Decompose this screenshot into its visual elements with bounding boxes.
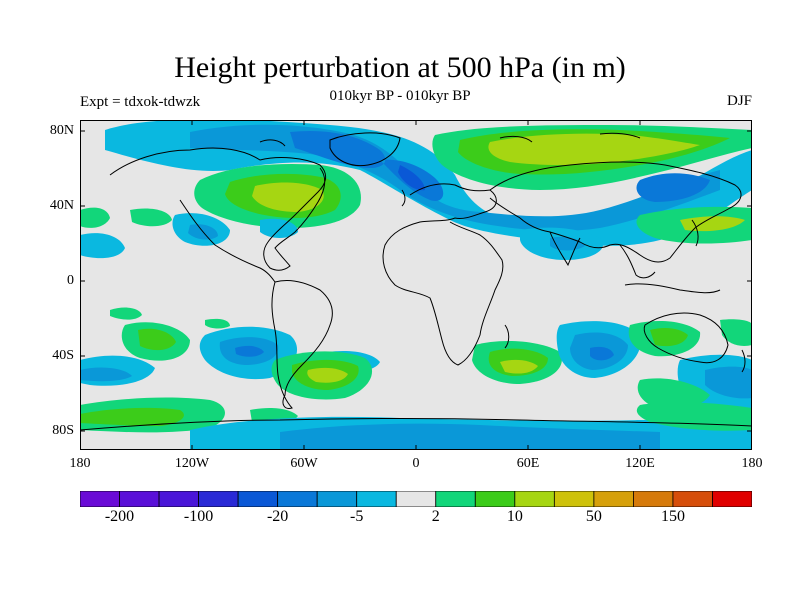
colorbar-label: -100 bbox=[183, 508, 214, 525]
contour-neg-antarctic-core bbox=[280, 423, 660, 450]
colorbar-swatch bbox=[514, 491, 555, 507]
colorbar-swatch bbox=[80, 491, 120, 507]
contour-neg-sh-2-deep bbox=[590, 346, 614, 361]
contour-pos-sh-3-core bbox=[500, 359, 538, 374]
contour-pos-pacific-e bbox=[80, 207, 172, 228]
contour-pos-sh-4 bbox=[628, 320, 710, 409]
contour-neg-sh-1-deep bbox=[235, 345, 264, 357]
contour-neg-sh-1-core bbox=[80, 337, 279, 382]
lon-label-60e: 60E bbox=[516, 456, 540, 471]
lon-label-0: 0 bbox=[412, 456, 420, 471]
contour-pos-polar bbox=[636, 402, 752, 431]
lat-label-80n: 80N bbox=[49, 123, 74, 138]
coast-greenland bbox=[329, 132, 401, 167]
lon-label-180e: 180 bbox=[741, 456, 763, 471]
contour-pos-sh-4-core bbox=[650, 327, 688, 347]
lon-label-120w: 120W bbox=[174, 456, 210, 471]
colorbar-swatch bbox=[395, 491, 437, 507]
lat-label-40s: 40S bbox=[52, 348, 74, 363]
contour-pos-antarctic-core bbox=[80, 407, 184, 426]
coast-new-zealand bbox=[741, 349, 746, 373]
coast-antarctica bbox=[80, 418, 752, 431]
coastlines bbox=[80, 132, 752, 431]
colorbar-swatch bbox=[356, 491, 397, 507]
colorbar-swatch bbox=[633, 491, 674, 507]
plot-title: Height perturbation at 500 hPa (in m) bbox=[174, 51, 626, 84]
colorbar-label: -20 bbox=[266, 508, 289, 525]
lat-label-0: 0 bbox=[67, 273, 74, 288]
contour-neg-tropics bbox=[80, 213, 604, 260]
colorbar-swatch bbox=[198, 491, 239, 507]
coast-south-america bbox=[271, 279, 333, 409]
lat-label-40n: 40N bbox=[49, 198, 74, 213]
coast-india bbox=[549, 231, 581, 267]
contour-pos-sh-1-core bbox=[138, 328, 176, 351]
colorbar-swatch bbox=[553, 491, 595, 507]
coast-australia bbox=[643, 312, 729, 364]
contour-pos-sh-pac bbox=[720, 319, 752, 346]
coast-central-america bbox=[179, 199, 276, 283]
colorbar-label: 10 bbox=[506, 508, 523, 525]
height-perturbation-map bbox=[80, 120, 752, 450]
season-label: DJF bbox=[726, 93, 752, 109]
colorbar-swatch bbox=[435, 491, 476, 507]
colorbar-swatch bbox=[712, 491, 752, 507]
colorbar-label: -5 bbox=[350, 508, 364, 525]
colorbar-swatch bbox=[119, 491, 160, 507]
experiment-label: Expt = tdxok-tdwzk bbox=[80, 94, 201, 110]
lat-label-80s: 80S bbox=[52, 423, 74, 438]
colorbar-swatch bbox=[474, 491, 516, 507]
coast-indonesia bbox=[624, 283, 721, 294]
colorbar-swatch bbox=[158, 491, 199, 507]
lon-label-60w: 60W bbox=[290, 456, 318, 471]
contour-neg-sh-2-core bbox=[570, 332, 752, 399]
colorbar-swatch bbox=[316, 491, 358, 507]
coast-japan bbox=[691, 219, 699, 247]
contour-neg-north-deep bbox=[290, 130, 710, 202]
colorbar-label: 2 bbox=[431, 508, 440, 525]
colorbar-label: 150 bbox=[660, 508, 685, 525]
coast-arctic-islands bbox=[259, 132, 641, 147]
colorbar-label: -200 bbox=[104, 508, 135, 525]
colorbar-swatch bbox=[277, 491, 318, 507]
colorbar-swatch bbox=[237, 491, 279, 507]
coast-uk bbox=[401, 189, 406, 207]
colorbar-swatch bbox=[672, 491, 713, 507]
coast-southeast-asia bbox=[619, 244, 656, 279]
lon-label-180w: 180 bbox=[69, 456, 91, 471]
contour-pos-eurasia-core bbox=[488, 133, 700, 165]
contour-pos-sh-1 bbox=[110, 307, 230, 361]
coast-north-america bbox=[109, 147, 327, 271]
tick-marks bbox=[80, 120, 752, 450]
contour-pos-sh-2-core bbox=[307, 367, 348, 383]
colorbar-label: 50 bbox=[585, 508, 602, 525]
lon-label-120e: 120E bbox=[625, 456, 655, 471]
colorbar-swatch bbox=[593, 491, 634, 507]
plot-subtitle: 010kyr BP - 010kyr BP bbox=[329, 88, 471, 104]
coast-madagascar bbox=[504, 324, 510, 349]
colorbar bbox=[80, 491, 752, 507]
contour-field bbox=[80, 120, 752, 450]
contour-neg-north-strong bbox=[398, 165, 425, 191]
